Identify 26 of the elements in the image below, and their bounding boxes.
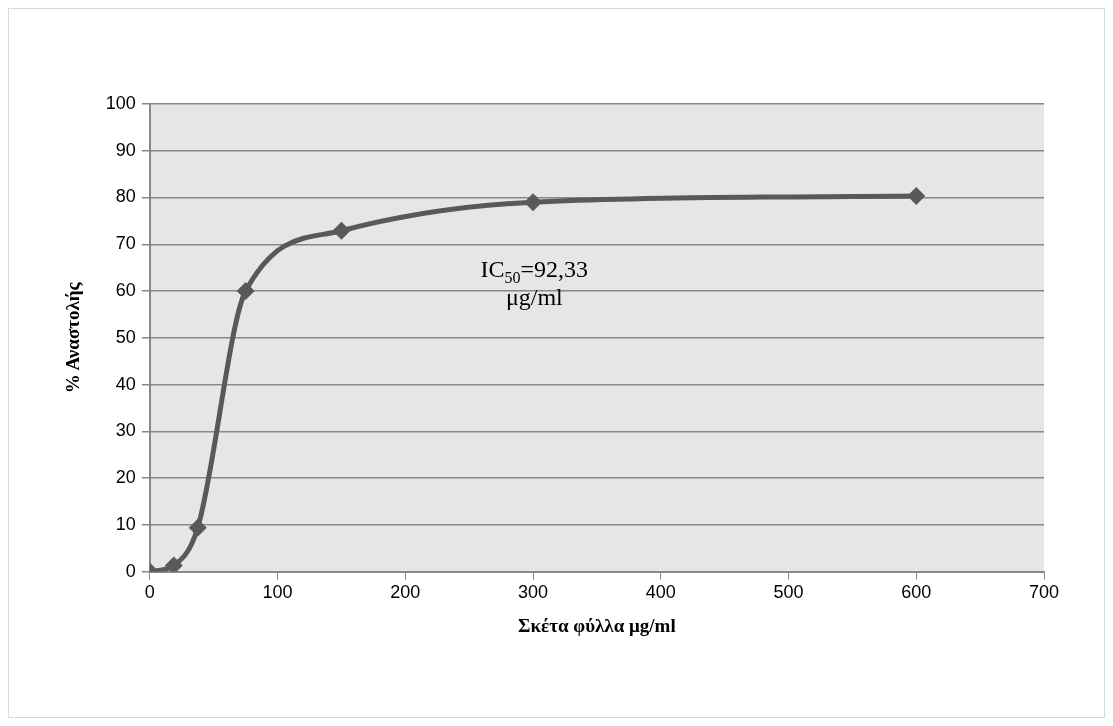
x-tick-label: 700: [1028, 582, 1060, 603]
point: [907, 187, 926, 206]
y-tick-label: 80: [115, 186, 136, 207]
x-tick-label: 500: [773, 582, 804, 603]
y-tick-label: 0: [125, 560, 136, 581]
x-tick-label: 300: [518, 582, 549, 603]
y-tick-label: 10: [115, 513, 136, 534]
point: [332, 221, 351, 240]
y-tick-label: 30: [115, 420, 136, 441]
y-tick-label: 60: [115, 280, 136, 301]
y-tick-label: 50: [115, 326, 136, 347]
y-axis-title: % Αναστολής: [62, 281, 84, 394]
point: [164, 556, 183, 572]
x-axis-title: Σκέτα φύλλα μg/ml: [518, 614, 676, 636]
x-tick-label: 600: [901, 582, 932, 603]
x-tick-label: 100: [262, 582, 293, 603]
point: [236, 282, 255, 301]
x-tick-label: 0: [144, 582, 155, 603]
x-tick-label: 400: [645, 582, 676, 603]
y-tick-label: 40: [115, 373, 136, 394]
point: [188, 518, 207, 537]
y-tick-label: 70: [115, 233, 136, 254]
y-tick-label: 20: [115, 467, 136, 488]
x-tick-label: 200: [390, 582, 421, 603]
y-tick-label: 90: [115, 139, 136, 160]
y-tick-label: 100: [105, 92, 136, 113]
